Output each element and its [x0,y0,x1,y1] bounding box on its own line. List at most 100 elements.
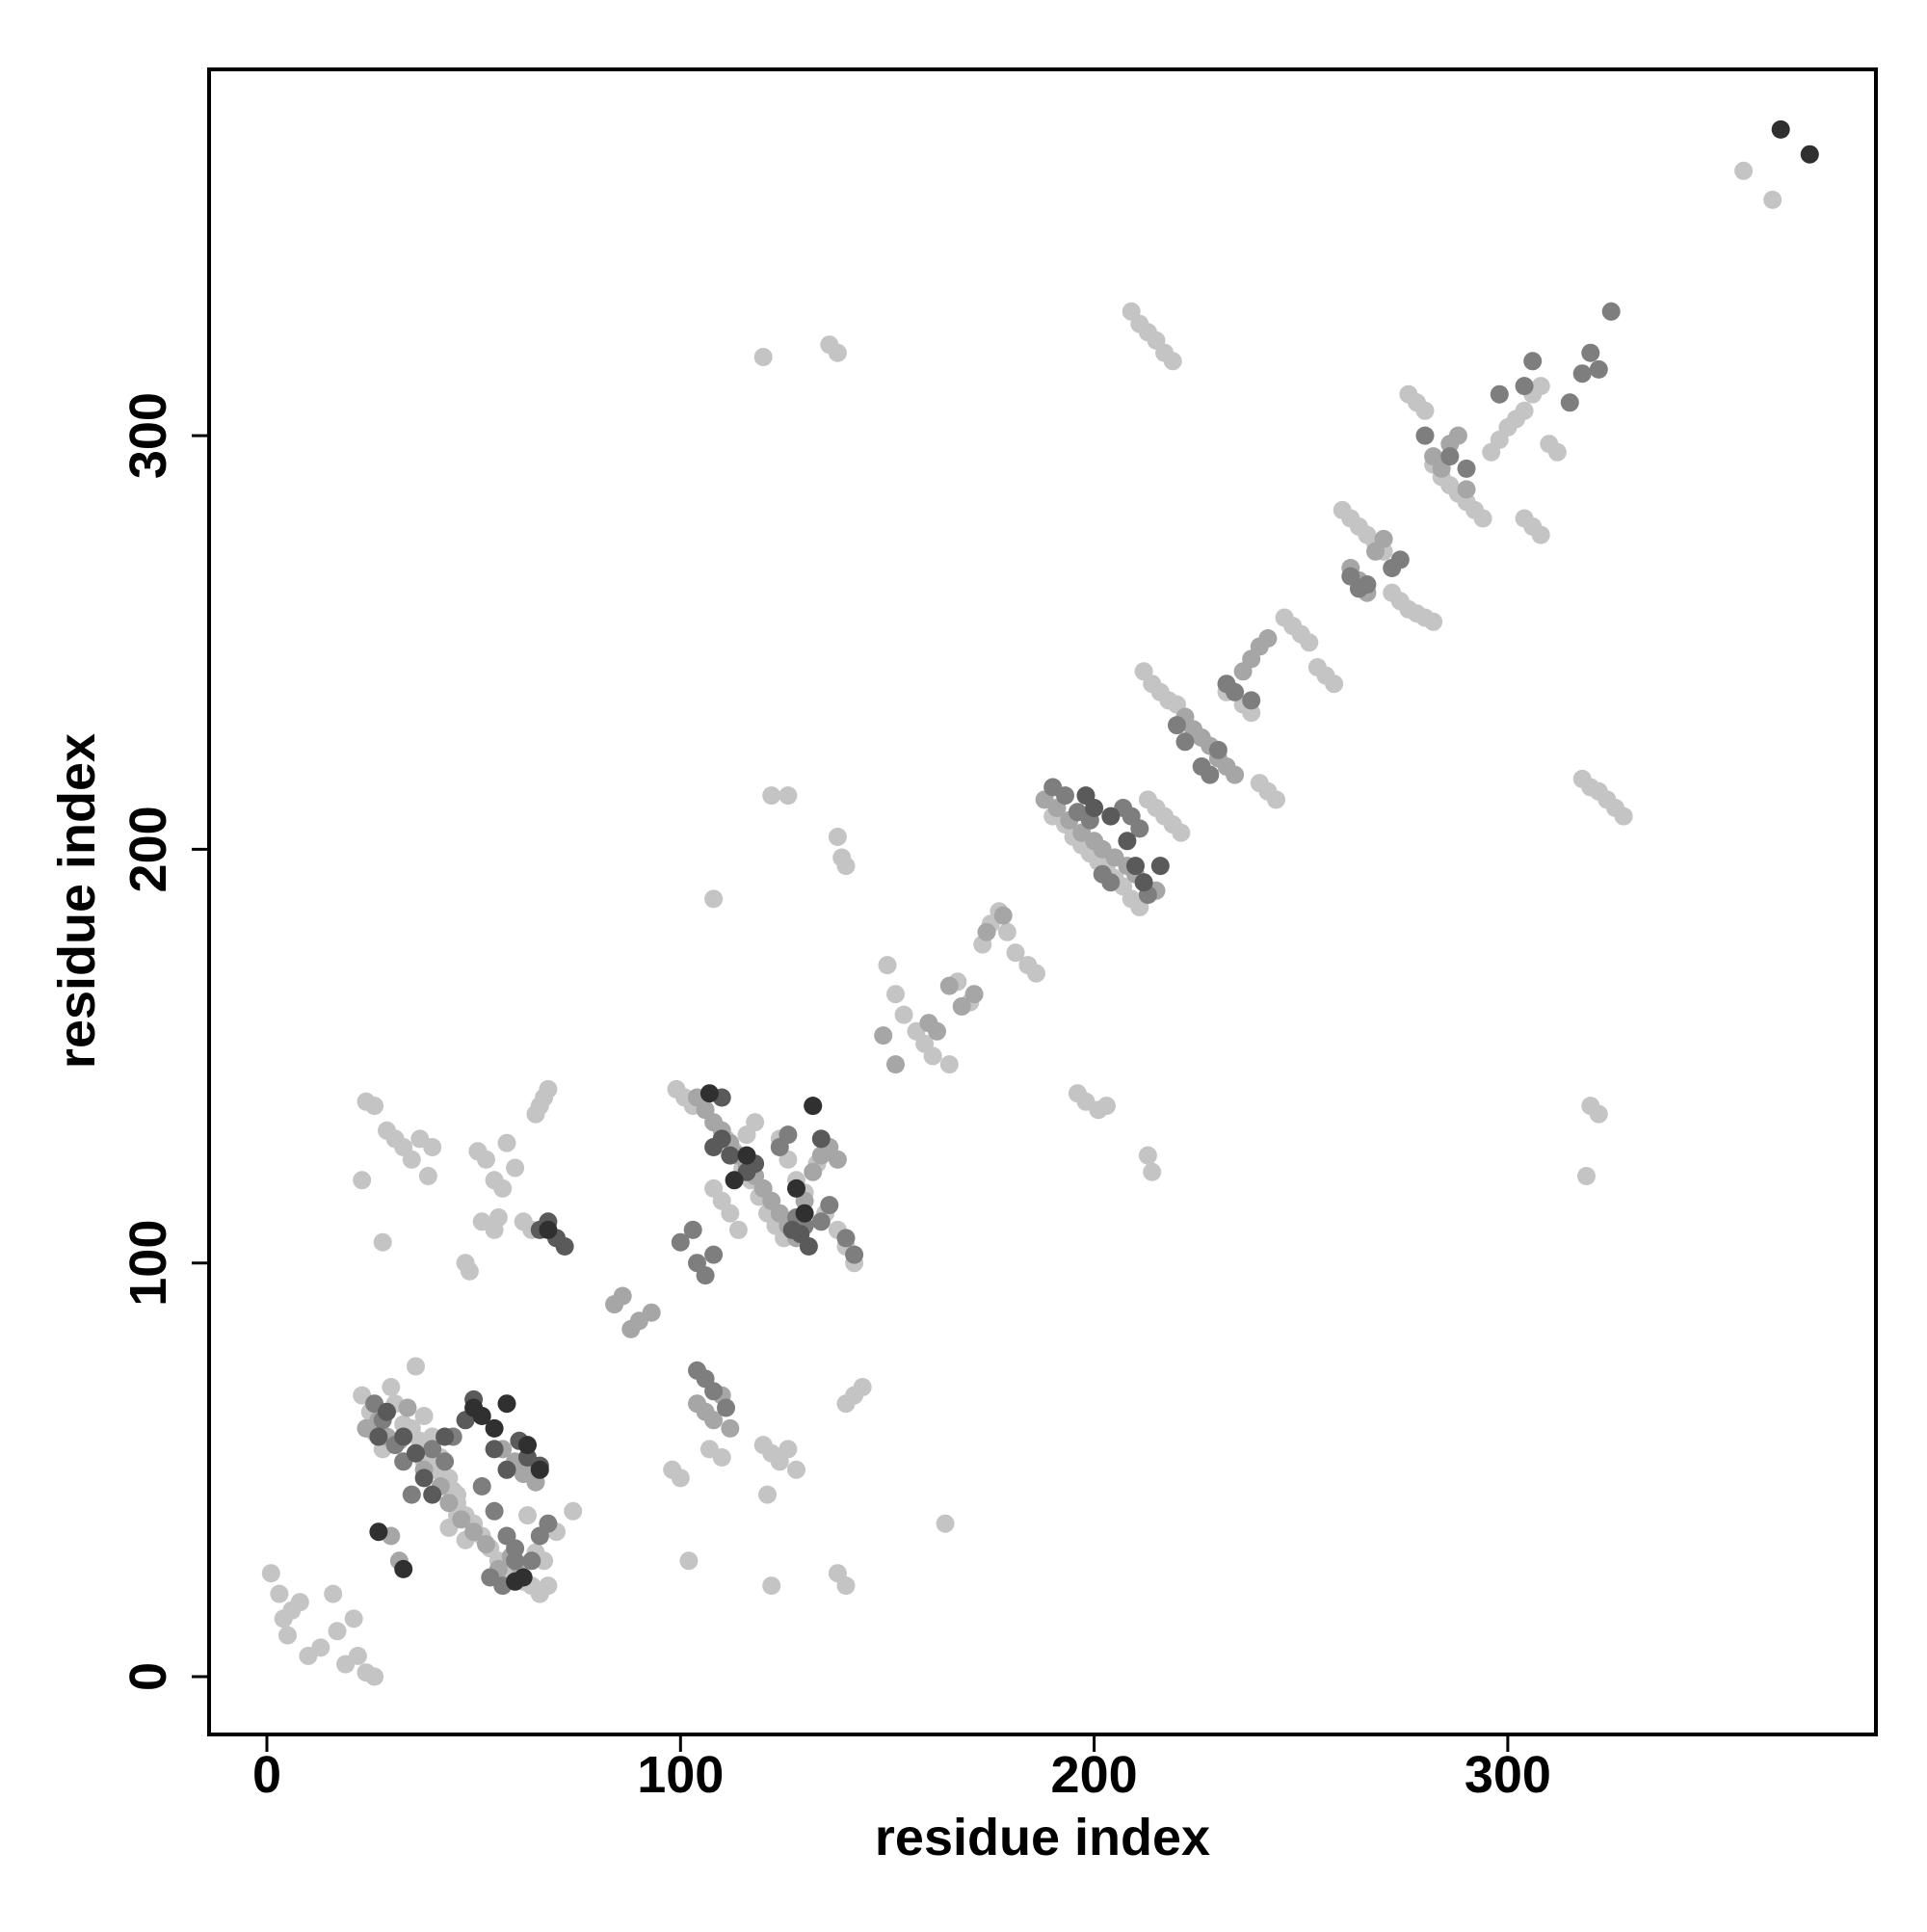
contact-point [886,1055,905,1074]
contact-point [939,976,959,995]
y-tick-label: 200 [119,806,177,892]
contact-point [365,1667,384,1686]
contact-point [1226,682,1245,701]
contact-point [261,1564,280,1583]
contact-point [886,985,905,1004]
contact-point [964,985,984,1004]
contact-point [704,1382,724,1401]
contact-point [811,1212,831,1231]
contact-point [1577,1167,1596,1185]
contact-point [853,1378,872,1396]
contact-point [700,1084,719,1103]
contact-point [485,1418,504,1438]
contact-point [1056,786,1074,806]
contact-point [398,1398,417,1417]
contact-point [485,1501,504,1521]
contact-point [539,1514,558,1533]
contact-point [1763,190,1782,209]
contact-point [952,997,971,1016]
contact-point [555,1237,574,1256]
contact-point [539,1576,558,1596]
y-tick-label: 300 [119,392,177,479]
contact-point [804,1162,823,1181]
contact-point [1097,1097,1116,1116]
contact-point [642,1303,661,1322]
contact-point [1118,832,1137,851]
contact-point [1614,807,1633,826]
contact-point [1457,459,1476,478]
contact-point [1027,964,1045,983]
contact-point [1175,732,1195,752]
contact-point [1267,790,1285,809]
contact-point [514,1568,533,1587]
contact-point [497,1133,516,1152]
contact-point [439,1494,459,1513]
contact-point [378,1402,396,1421]
contact-point [683,1220,702,1239]
contact-point [753,348,773,366]
contact-point [1415,426,1435,445]
plot-frame [207,67,1878,1736]
contact-point [737,1146,756,1165]
contact-point [270,1584,289,1603]
contact-point [728,1220,748,1239]
contact-point [1515,377,1534,396]
contact-point [936,1514,955,1533]
x-tick-label: 300 [1465,1746,1551,1804]
contact-point [1457,480,1476,499]
contact-point [1172,823,1191,842]
contact-point [613,1286,632,1306]
contact-point [997,922,1016,941]
contact-point [1531,377,1550,396]
contact-point [1242,691,1261,710]
contact-point [522,1551,541,1571]
contact-point [671,1469,690,1488]
contact-point [324,1584,343,1603]
contact-point [460,1261,479,1281]
contact-point [518,1506,537,1525]
contact-point [464,1522,484,1542]
contact-point [679,1551,699,1571]
contact-point [1390,550,1410,569]
contact-point [746,1113,765,1132]
contact-point [1490,384,1509,404]
contact-point [348,1647,367,1665]
contact-point [820,1196,839,1215]
contact-point [1006,943,1025,963]
contact-point [514,1465,533,1484]
x-tick-label: 200 [1051,1746,1138,1804]
contact-point [394,1427,413,1446]
contact-point [1572,364,1592,384]
contact-point [787,1460,805,1479]
contact-point [1560,393,1579,412]
contact-point [1325,675,1344,694]
contact-point [762,1576,781,1596]
contact-point [1138,1146,1157,1165]
contact-point [894,1005,913,1024]
contact-point [836,857,856,876]
contact-point [1358,575,1377,595]
contact-point [1547,442,1567,462]
contact-point [1448,426,1467,445]
contact-point [717,1398,735,1417]
contact-point [804,1097,823,1116]
contact-point [878,956,897,975]
contact-point [382,1378,401,1396]
x-tick-label: 0 [252,1746,281,1804]
contact-point [836,1229,856,1248]
y-axis-title: residue index [48,733,106,1069]
contact-point [1143,1162,1162,1181]
contact-point [506,1551,525,1571]
contact-point [488,1208,508,1227]
contact-point [1374,529,1393,548]
y-tick-label: 0 [119,1662,177,1691]
contact-point [939,1055,959,1074]
contact-point [472,1407,491,1425]
contact-point [407,1357,425,1376]
contact-point [539,1220,558,1239]
contact-point [928,1021,946,1041]
contact-point [530,1460,549,1479]
contact-point [311,1638,330,1657]
